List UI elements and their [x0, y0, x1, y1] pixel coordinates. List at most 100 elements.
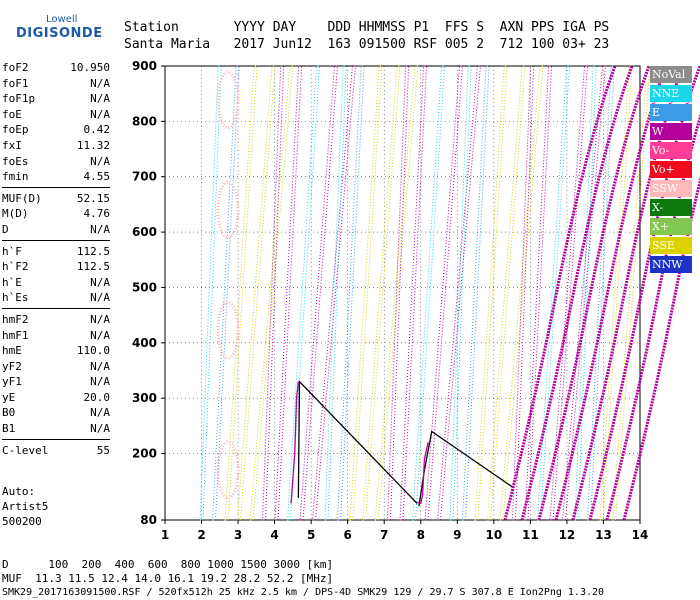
echo-trace: [216, 300, 240, 360]
param-value: N/A: [90, 291, 110, 305]
parameter-panel: foF2 10.950 foF1 N/A foF1p N/A foE N/A foEp 0.42 f…: [2, 60, 110, 458]
param-separator: [2, 186, 110, 188]
param-value: 112.5: [76, 244, 110, 258]
echo-trace: [586, 65, 615, 521]
param-label: hmF1: [2, 328, 29, 342]
param-label: fxI: [2, 138, 22, 152]
param-value: 20.0: [83, 390, 111, 404]
y-tick-label: 500: [132, 280, 157, 294]
echo-trace: [599, 65, 633, 521]
param-row: h`F2 112.5: [2, 259, 110, 275]
digisonde-logo: Lowell DIGISONDE: [6, 8, 116, 48]
param-label: fmin: [2, 170, 29, 184]
legend-item: SSW: [650, 180, 692, 197]
header-values: Santa Maria 2017 Jun12 163 091500 RSF 00…: [124, 37, 610, 52]
legend-item: X+: [650, 218, 692, 235]
x-tick-label: 5: [307, 528, 315, 542]
param-row: C-level 55: [2, 443, 110, 459]
x-tick-label: 10: [485, 528, 502, 542]
echo-trace: [411, 65, 446, 521]
param-label: D: [2, 222, 9, 236]
param-row: foF1 N/A: [2, 76, 110, 92]
param-separator: [2, 307, 110, 309]
param-row: yE 20.0: [2, 390, 110, 406]
x-tick-label: 2: [197, 528, 205, 542]
footer-info-line: SMK29_2017163091500.RSF / 520fx512h 25 k…: [2, 587, 605, 598]
param-label: B1: [2, 422, 16, 436]
legend-item: Vo-: [650, 142, 692, 159]
legend-item: NoVal: [650, 66, 692, 83]
x-tick-label: 3: [234, 528, 242, 542]
footer-distance-line: D 100 200 400 600 800 1000 1500 3000 [km…: [2, 558, 334, 571]
x-tick-label: 4: [270, 528, 278, 542]
param-value: 110.0: [76, 344, 110, 358]
legend-item: SSE: [650, 237, 692, 254]
param-label: yF2: [2, 359, 22, 373]
x-tick-label: 12: [559, 528, 576, 542]
trace-line: [290, 381, 300, 504]
legend-item: NNE: [650, 85, 692, 102]
param-row: hmF1 N/A: [2, 328, 110, 344]
echo-trace: [216, 440, 240, 500]
x-tick-label: 1: [161, 528, 169, 542]
echo-trace: [524, 65, 553, 521]
param-row: foEs N/A: [2, 154, 110, 170]
x-tick-label: 6: [344, 528, 352, 542]
x-tick-label: 11: [522, 528, 539, 542]
plot-frame: [164, 65, 641, 521]
param-row: foE N/A: [2, 107, 110, 123]
trace-line: [297, 379, 418, 504]
param-label: foF2: [2, 61, 29, 74]
trace-line: [418, 430, 513, 507]
param-row: fxI 11.32: [2, 138, 110, 154]
param-label: M(D): [2, 207, 29, 221]
echo-trace: [554, 65, 668, 521]
param-row: yF2 N/A: [2, 359, 110, 375]
param-row: hmE 110.0: [2, 343, 110, 359]
trace-line: [416, 442, 429, 505]
echo-trace: [537, 65, 651, 521]
echo-trace: [520, 65, 634, 521]
echo-trace: [622, 175, 700, 521]
y-tick-label: 80: [140, 513, 157, 527]
param-row: foF1p N/A: [2, 91, 110, 107]
y-tick-label: 700: [132, 170, 157, 184]
param-label: h`F: [2, 244, 22, 258]
param-row: B0 N/A: [2, 405, 110, 421]
param-label: foE: [2, 107, 22, 121]
y-tick-label: 900: [132, 59, 157, 73]
param-row: h`F 112.5: [2, 244, 110, 260]
y-tick-label: 400: [132, 336, 157, 350]
param-value: N/A: [90, 107, 110, 121]
param-label: C-level: [2, 443, 49, 457]
auto-version: 500200: [2, 515, 42, 528]
echo-traces: [199, 65, 700, 521]
param-label: foF1p: [2, 92, 36, 106]
param-value: N/A: [90, 154, 110, 168]
legend-item: NNW: [650, 256, 692, 273]
y-tick-label: 200: [132, 447, 157, 461]
color-legend: NoVal NNE E W Vo- Vo+ SSW X- X+ SSE NNW: [650, 66, 692, 275]
echo-trace: [216, 180, 240, 240]
autoscaling-info: Auto: Artist5 500200: [2, 484, 48, 529]
legend-item: E: [650, 104, 692, 121]
y-tick-label: 800: [132, 114, 157, 128]
param-separator: [2, 239, 110, 241]
echo-trace: [399, 65, 428, 521]
param-label: foF1: [2, 76, 29, 90]
echo-trace: [349, 65, 383, 521]
echo-trace: [211, 65, 240, 521]
param-value: 10.950: [70, 61, 110, 74]
auto-program: Artist5: [2, 500, 49, 513]
param-label: h`F2: [2, 260, 29, 274]
echo-trace: [336, 65, 365, 521]
param-label: h`E: [2, 275, 22, 289]
x-tick-label: 8: [417, 528, 425, 542]
param-value: N/A: [90, 422, 110, 436]
param-row: D N/A: [2, 222, 110, 238]
param-value: 55: [96, 443, 110, 457]
param-value: N/A: [90, 76, 110, 90]
logo-line1: Lowell: [46, 14, 78, 25]
param-label: hmF2: [2, 312, 29, 326]
